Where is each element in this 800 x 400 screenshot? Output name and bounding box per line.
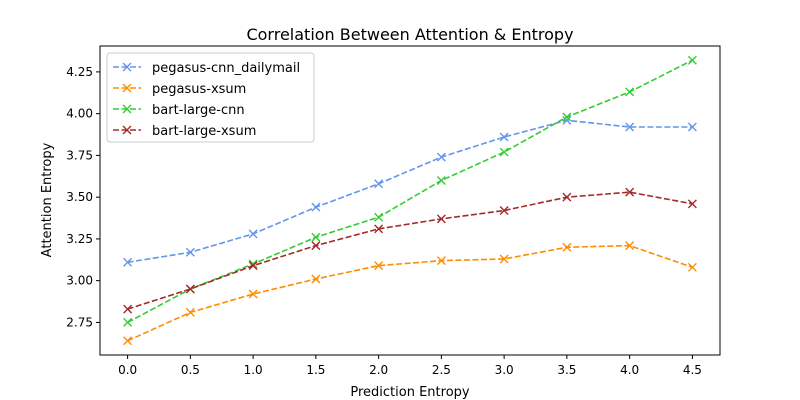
y-tick-label: 4.00 xyxy=(66,107,93,121)
data-point-marker xyxy=(499,254,509,264)
data-point-marker xyxy=(687,262,697,272)
chart-title: Correlation Between Attention & Entropy xyxy=(246,25,573,44)
y-tick-label: 3.75 xyxy=(66,148,93,162)
legend-item: bart-large-cnn xyxy=(113,103,245,118)
x-tick-label: 2.5 xyxy=(432,363,451,377)
plot-area xyxy=(123,55,697,346)
legend-label: pegasus-cnn_dailymail xyxy=(152,61,300,76)
data-point-marker xyxy=(185,284,195,294)
legend: pegasus-cnn_dailymail pegasus-xsum bart-la… xyxy=(106,52,315,143)
data-point-marker xyxy=(625,87,635,97)
data-point-marker xyxy=(625,187,635,197)
data-point-marker xyxy=(436,175,446,185)
data-point-marker xyxy=(562,112,572,122)
legend-marker xyxy=(122,104,132,114)
x-tick-label: 3.0 xyxy=(495,363,514,377)
series-bart-large-xsum xyxy=(123,187,697,314)
data-point-marker xyxy=(123,304,133,314)
data-point-marker xyxy=(311,241,321,251)
legend-box xyxy=(106,52,315,143)
x-axis-label: Prediction Entropy xyxy=(350,385,470,400)
series-line xyxy=(127,244,693,342)
data-point-marker xyxy=(185,247,195,257)
data-point-marker xyxy=(499,206,509,216)
series-pegasus-xsum xyxy=(123,241,697,346)
data-point-marker xyxy=(374,261,384,271)
data-point-marker xyxy=(625,122,635,132)
legend-label: bart-large-xsum xyxy=(152,124,256,139)
data-point-marker xyxy=(436,152,446,162)
legend-marker xyxy=(122,83,132,93)
data-point-marker xyxy=(185,307,195,317)
data-point-marker xyxy=(123,336,133,346)
data-point-marker xyxy=(248,261,258,271)
x-tick-label: 4.5 xyxy=(683,363,702,377)
legend-marker xyxy=(122,62,132,72)
y-tick-label: 2.75 xyxy=(66,315,93,329)
data-point-marker xyxy=(436,214,446,224)
series-line xyxy=(127,191,693,310)
data-point-marker xyxy=(687,122,697,132)
x-tick-label: 0.5 xyxy=(181,363,200,377)
y-tick-label: 3.25 xyxy=(66,232,93,246)
legend-marker xyxy=(122,125,132,135)
data-point-marker xyxy=(374,179,384,189)
series-line xyxy=(127,119,693,264)
x-tick-label: 4.0 xyxy=(620,363,639,377)
data-point-marker xyxy=(248,289,258,299)
legend-label: bart-large-cnn xyxy=(152,103,245,118)
y-tick-label: 4.25 xyxy=(66,65,93,79)
legend-item: bart-large-xsum xyxy=(113,124,256,139)
data-point-marker xyxy=(687,199,697,209)
series-line xyxy=(127,59,693,324)
series-pegasus-cnn_dailymail xyxy=(123,115,697,267)
data-point-marker xyxy=(311,202,321,212)
data-point-marker xyxy=(311,274,321,284)
y-tick-label: 3.50 xyxy=(66,190,93,204)
data-point-marker xyxy=(499,147,509,157)
x-tick-label: 1.5 xyxy=(306,363,325,377)
data-point-marker xyxy=(625,241,635,251)
data-point-marker xyxy=(248,229,258,239)
data-point-marker xyxy=(562,115,572,125)
y-axis-label: Attention Entropy xyxy=(40,142,55,257)
plot-frame xyxy=(99,45,721,356)
data-point-marker xyxy=(562,192,572,202)
x-tick-label: 1.0 xyxy=(244,363,263,377)
data-point-marker xyxy=(374,224,384,234)
x-tick-label: 0.0 xyxy=(118,363,137,377)
data-point-marker xyxy=(562,242,572,252)
legend-item: pegasus-xsum xyxy=(113,82,246,97)
x-tick-label: 3.5 xyxy=(557,363,576,377)
x-axis-ticks: 0.0 0.5 1.0 1.5 2.0 2.5 3.0 3.5 4.0 4.5 xyxy=(118,355,702,377)
data-point-marker xyxy=(499,132,509,142)
data-point-marker xyxy=(311,232,321,242)
data-point-marker xyxy=(687,55,697,65)
data-point-marker xyxy=(123,317,133,327)
data-point-marker xyxy=(436,256,446,266)
data-point-marker xyxy=(123,257,133,267)
x-tick-label: 2.0 xyxy=(369,363,388,377)
y-axis-ticks: 2.75 3.00 3.25 3.50 3.75 4.00 4.25 xyxy=(66,65,100,329)
legend-label: pegasus-xsum xyxy=(152,82,246,97)
data-point-marker xyxy=(374,212,384,222)
legend-item: pegasus-cnn_dailymail xyxy=(113,61,300,76)
y-tick-label: 3.00 xyxy=(66,274,93,288)
